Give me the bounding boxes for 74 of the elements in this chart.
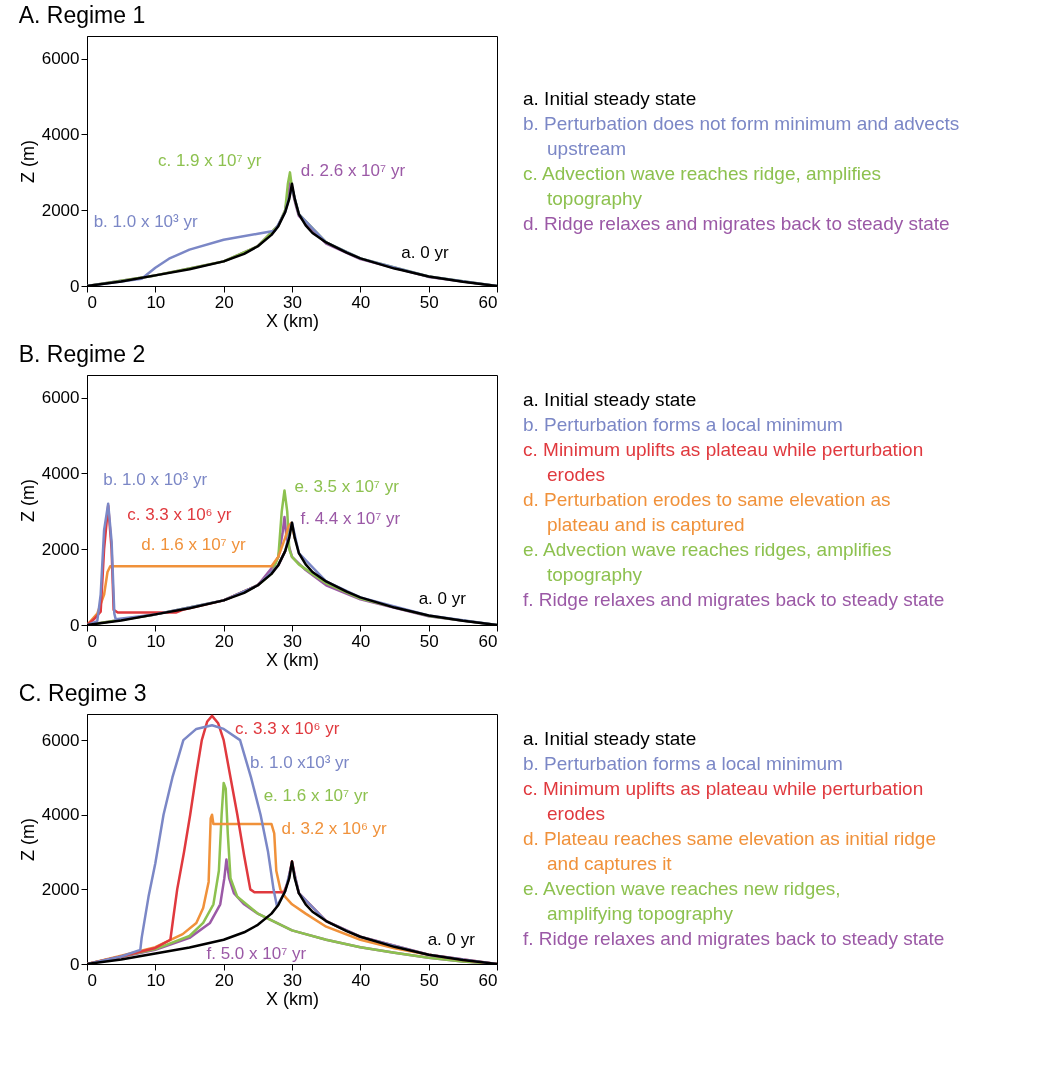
annotation: c. 3.3 x 10⁶ yr bbox=[235, 718, 340, 738]
text: b. Perturbation forms a local minimum bbox=[523, 753, 843, 774]
annotation: d. 2.6 x 10⁷ yr bbox=[300, 160, 406, 180]
x-tick-label: 20 bbox=[214, 292, 234, 312]
x-tick-label: 40 bbox=[351, 631, 371, 651]
y-tick-label: 6000 bbox=[41, 49, 80, 69]
chart-title: C. Regime 3 bbox=[18, 679, 147, 706]
text: e. Avection wave reaches new ridges, amplifying topography bbox=[523, 878, 841, 924]
x-axis-title: X (km) bbox=[266, 649, 319, 670]
text: c. Minimum uplifts as plateau while perturbation erodes bbox=[523, 439, 924, 485]
text: c. Advection wave reaches ridge, amplifies topography bbox=[523, 162, 882, 209]
text: f. Ridge relaxes and migrates back to steady state bbox=[523, 589, 945, 610]
x-tick-label: 60 bbox=[478, 631, 498, 651]
y-tick-label: 0 bbox=[70, 276, 80, 296]
annotation: a. 0 yr bbox=[401, 243, 449, 263]
x-tick-label: 10 bbox=[146, 631, 166, 651]
annotation: b. 1.0 x 10³ yr bbox=[103, 469, 208, 489]
y-tick-label: 6000 bbox=[41, 388, 80, 408]
annotation: f. 4.4 x 10⁷ yr bbox=[300, 509, 401, 529]
x-tick-label: 30 bbox=[283, 292, 302, 312]
text: d. Perturbation erodes to same elevation as plateau and is captured bbox=[523, 489, 891, 535]
y-tick-label: 2000 bbox=[41, 879, 80, 899]
text: b. Perturbation forms a local minimum bbox=[523, 414, 843, 435]
x-tick-label: 20 bbox=[214, 970, 234, 990]
y-tick-label: 2000 bbox=[41, 200, 80, 220]
text: d. Ridge relaxes and migrates back to steady state bbox=[523, 212, 950, 234]
x-tick-label: 10 bbox=[146, 970, 166, 990]
annotation: a. 0 yr bbox=[427, 929, 476, 949]
text: a. Initial steady state bbox=[523, 87, 697, 109]
chart-title: B. Regime 2 bbox=[18, 340, 146, 367]
annotation: c. 1.9 x 10⁷ yr bbox=[157, 151, 262, 171]
y-tick-label: 0 bbox=[70, 615, 80, 635]
x-tick-label: 0 bbox=[87, 970, 97, 990]
x-tick-label: 20 bbox=[214, 631, 234, 651]
annotation: b. 1.0 x10³ yr bbox=[250, 753, 350, 773]
x-tick-label: 0 bbox=[87, 292, 97, 312]
x-tick-label: 10 bbox=[146, 292, 166, 312]
y-axis-title: Z (m) bbox=[17, 479, 38, 522]
annotation: d. 3.2 x 10⁶ yr bbox=[281, 819, 388, 839]
x-tick-label: 0 bbox=[87, 631, 97, 651]
x-tick-label: 40 bbox=[351, 970, 371, 990]
text: a. Initial steady state bbox=[523, 389, 697, 410]
x-axis-title: X (km) bbox=[266, 310, 319, 331]
x-tick-label: 60 bbox=[478, 970, 498, 990]
x-tick-label: 50 bbox=[419, 970, 439, 990]
y-tick-label: 4000 bbox=[41, 805, 80, 825]
text: d. Plateau reaches same elevation as initial ridge and captures it bbox=[523, 828, 936, 874]
x-axis-title: X (km) bbox=[266, 988, 319, 1009]
annotation: a. 0 yr bbox=[418, 588, 467, 608]
annotation: c. 3.3 x 10⁶ yr bbox=[127, 504, 232, 524]
text: a. Initial steady state bbox=[523, 728, 697, 749]
x-tick-label: 50 bbox=[419, 292, 439, 312]
x-tick-label: 30 bbox=[283, 970, 302, 990]
annotation: f. 5.0 x 10⁷ yr bbox=[206, 943, 307, 963]
y-axis-title: Z (m) bbox=[17, 818, 38, 861]
y-tick-label: 4000 bbox=[41, 463, 80, 483]
y-axis-title: Z (m) bbox=[17, 140, 38, 183]
y-tick-label: 6000 bbox=[41, 730, 80, 750]
chart-title: A. Regime 1 bbox=[18, 1, 146, 28]
y-tick-label: 4000 bbox=[41, 124, 80, 144]
text: c. Minimum uplifts as plateau while perturbation erodes bbox=[523, 778, 924, 824]
text: e. Advection wave reaches ridges, amplifies topography bbox=[523, 539, 892, 585]
x-tick-label: 50 bbox=[419, 631, 439, 651]
x-tick-label: 60 bbox=[478, 292, 498, 312]
x-tick-label: 40 bbox=[351, 292, 371, 312]
annotation: b. 1.0 x 10³ yr bbox=[93, 211, 198, 231]
text: f. Ridge relaxes and migrates back to steady state bbox=[523, 928, 945, 949]
text: b. Perturbation does not form minimum and advects upstream bbox=[523, 112, 960, 159]
annotation: e. 3.5 x 10⁷ yr bbox=[294, 476, 400, 496]
annotation: e. 1.6 x 10⁷ yr bbox=[263, 786, 369, 806]
y-tick-label: 0 bbox=[70, 954, 80, 974]
x-tick-label: 30 bbox=[283, 631, 302, 651]
y-tick-label: 2000 bbox=[41, 539, 80, 559]
annotation: d. 1.6 x 10⁷ yr bbox=[141, 535, 246, 555]
